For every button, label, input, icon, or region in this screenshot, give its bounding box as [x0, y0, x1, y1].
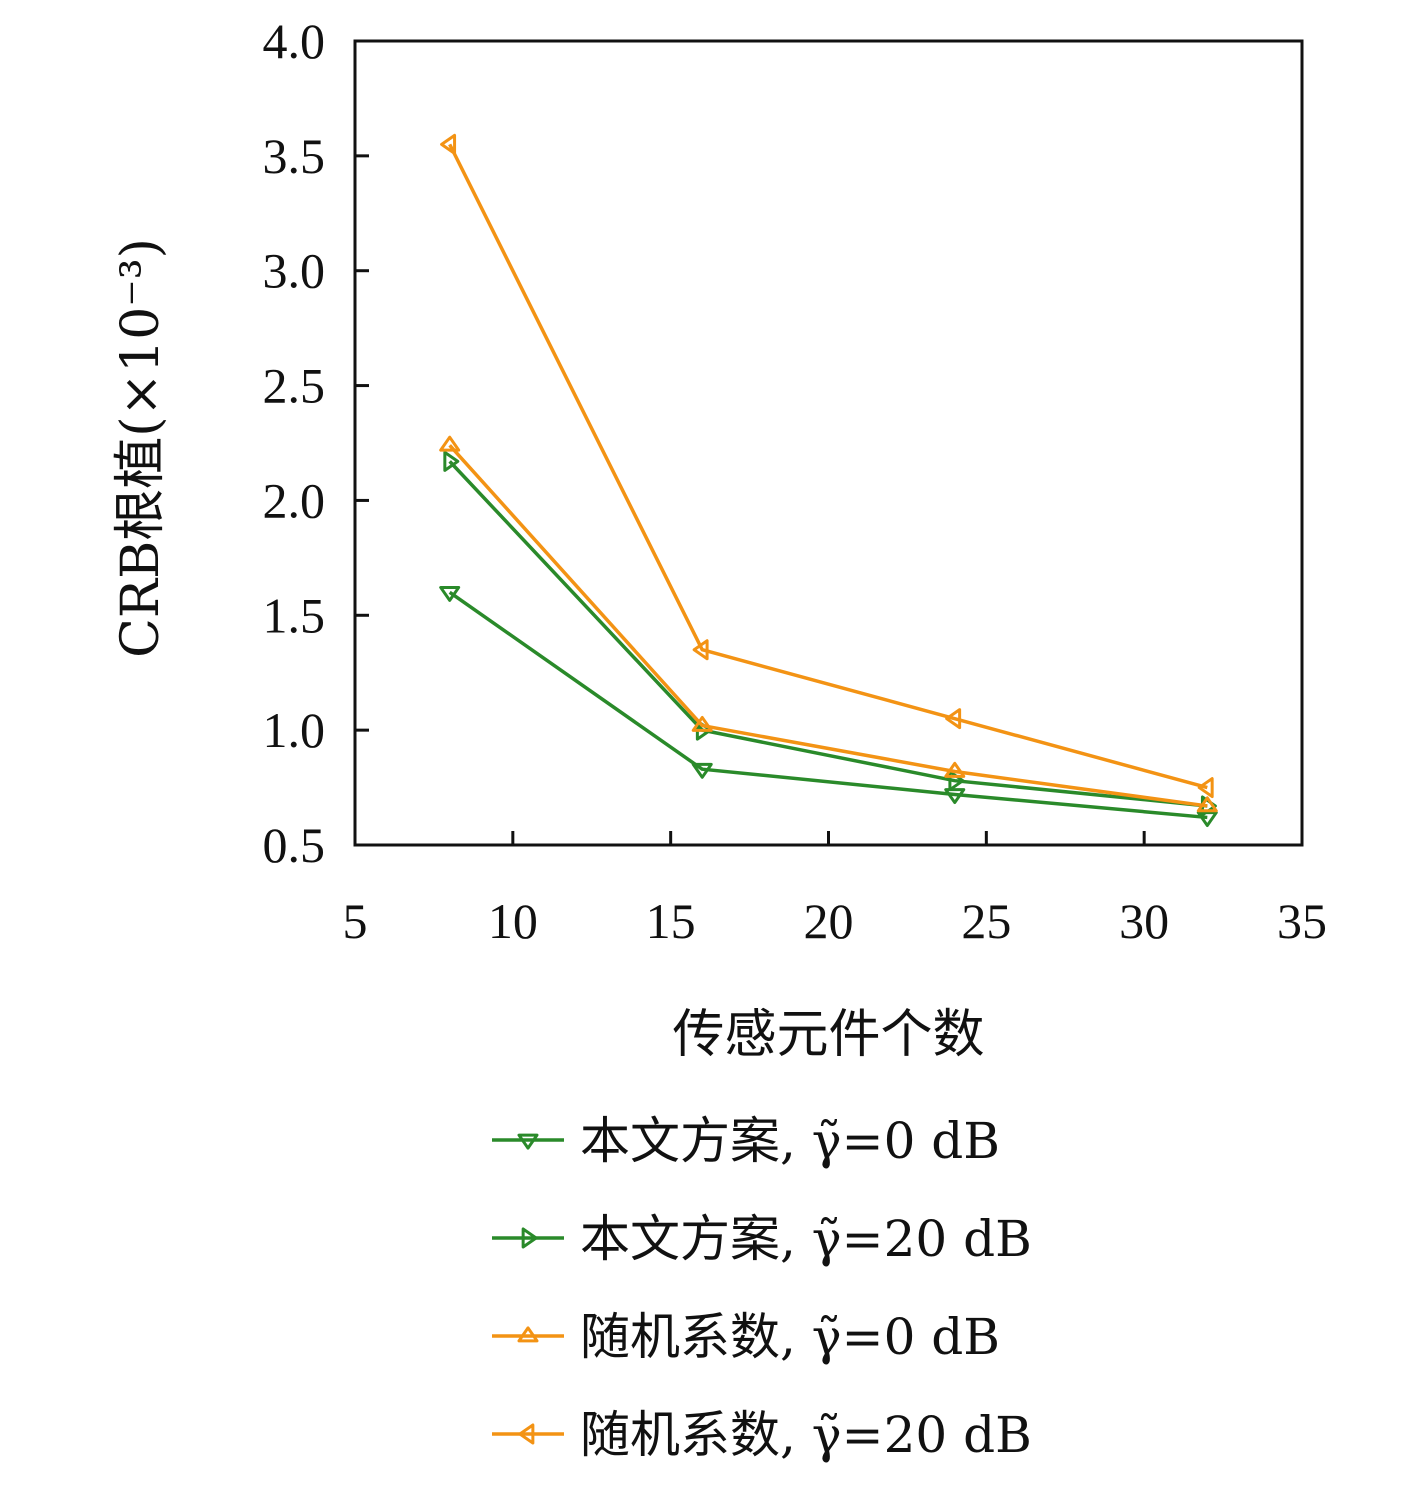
y-tick-label: 3.0: [263, 243, 326, 299]
data-point: [439, 435, 461, 452]
series-4: [440, 133, 1214, 799]
data-point: [944, 788, 966, 805]
legend-label: 随机系数, γ̃=20 dB: [580, 1406, 1032, 1464]
legend-marker: [517, 1326, 539, 1343]
y-tick-label: 3.5: [263, 128, 326, 184]
data-point: [691, 762, 713, 779]
data-point: [944, 761, 966, 778]
data-point: [691, 715, 713, 732]
legend-entry: 随机系数, γ̃=20 dB: [492, 1406, 1032, 1464]
data-point: [443, 450, 460, 472]
legend-marker: [521, 1227, 538, 1249]
legend-marker: [518, 1423, 535, 1445]
legend-label: 本文方案, γ̃=20 dB: [580, 1210, 1032, 1268]
series-line: [448, 460, 1208, 808]
legend-entry: 本文方案, γ̃=0 dB: [492, 1112, 1000, 1170]
y-tick-label: 1.0: [263, 702, 326, 758]
y-tick-label: 2.5: [263, 358, 326, 414]
data-point: [439, 585, 461, 602]
series-line: [448, 444, 1208, 808]
series-1: [439, 585, 1218, 828]
x-tick-label: 35: [1277, 893, 1327, 949]
series-3: [439, 435, 1218, 813]
legend-label: 随机系数, γ̃=0 dB: [580, 1308, 1000, 1366]
x-tick-label: 20: [804, 893, 854, 949]
y-tick-label: 0.5: [263, 817, 326, 873]
legend-label: 本文方案, γ̃=0 dB: [580, 1112, 1000, 1170]
x-tick-label: 30: [1119, 893, 1169, 949]
y-tick-label: 1.5: [263, 587, 326, 643]
legend-marker: [517, 1133, 539, 1150]
x-tick-label: 15: [646, 893, 696, 949]
y-tick-label: 2.0: [263, 472, 326, 528]
series-2: [443, 450, 1217, 817]
series-line: [448, 143, 1208, 790]
y-axis-title: CRB根植(×10⁻³): [111, 238, 171, 658]
x-tick-label: 5: [343, 893, 368, 949]
x-tick-label: 10: [488, 893, 538, 949]
data-point: [945, 708, 962, 730]
data-point: [1197, 777, 1214, 799]
y-tick-label: 4.0: [263, 13, 326, 69]
data-point: [440, 133, 457, 155]
plot-frame: [353, 39, 1304, 847]
legend-entry: 本文方案, γ̃=20 dB: [492, 1210, 1032, 1268]
data-point: [1196, 796, 1218, 813]
data-point: [692, 639, 709, 661]
series-line: [448, 590, 1208, 820]
legend-entry: 随机系数, γ̃=0 dB: [492, 1308, 1000, 1366]
x-tick-label: 25: [961, 893, 1011, 949]
x-axis-title: 传感元件个数: [672, 1005, 984, 1065]
